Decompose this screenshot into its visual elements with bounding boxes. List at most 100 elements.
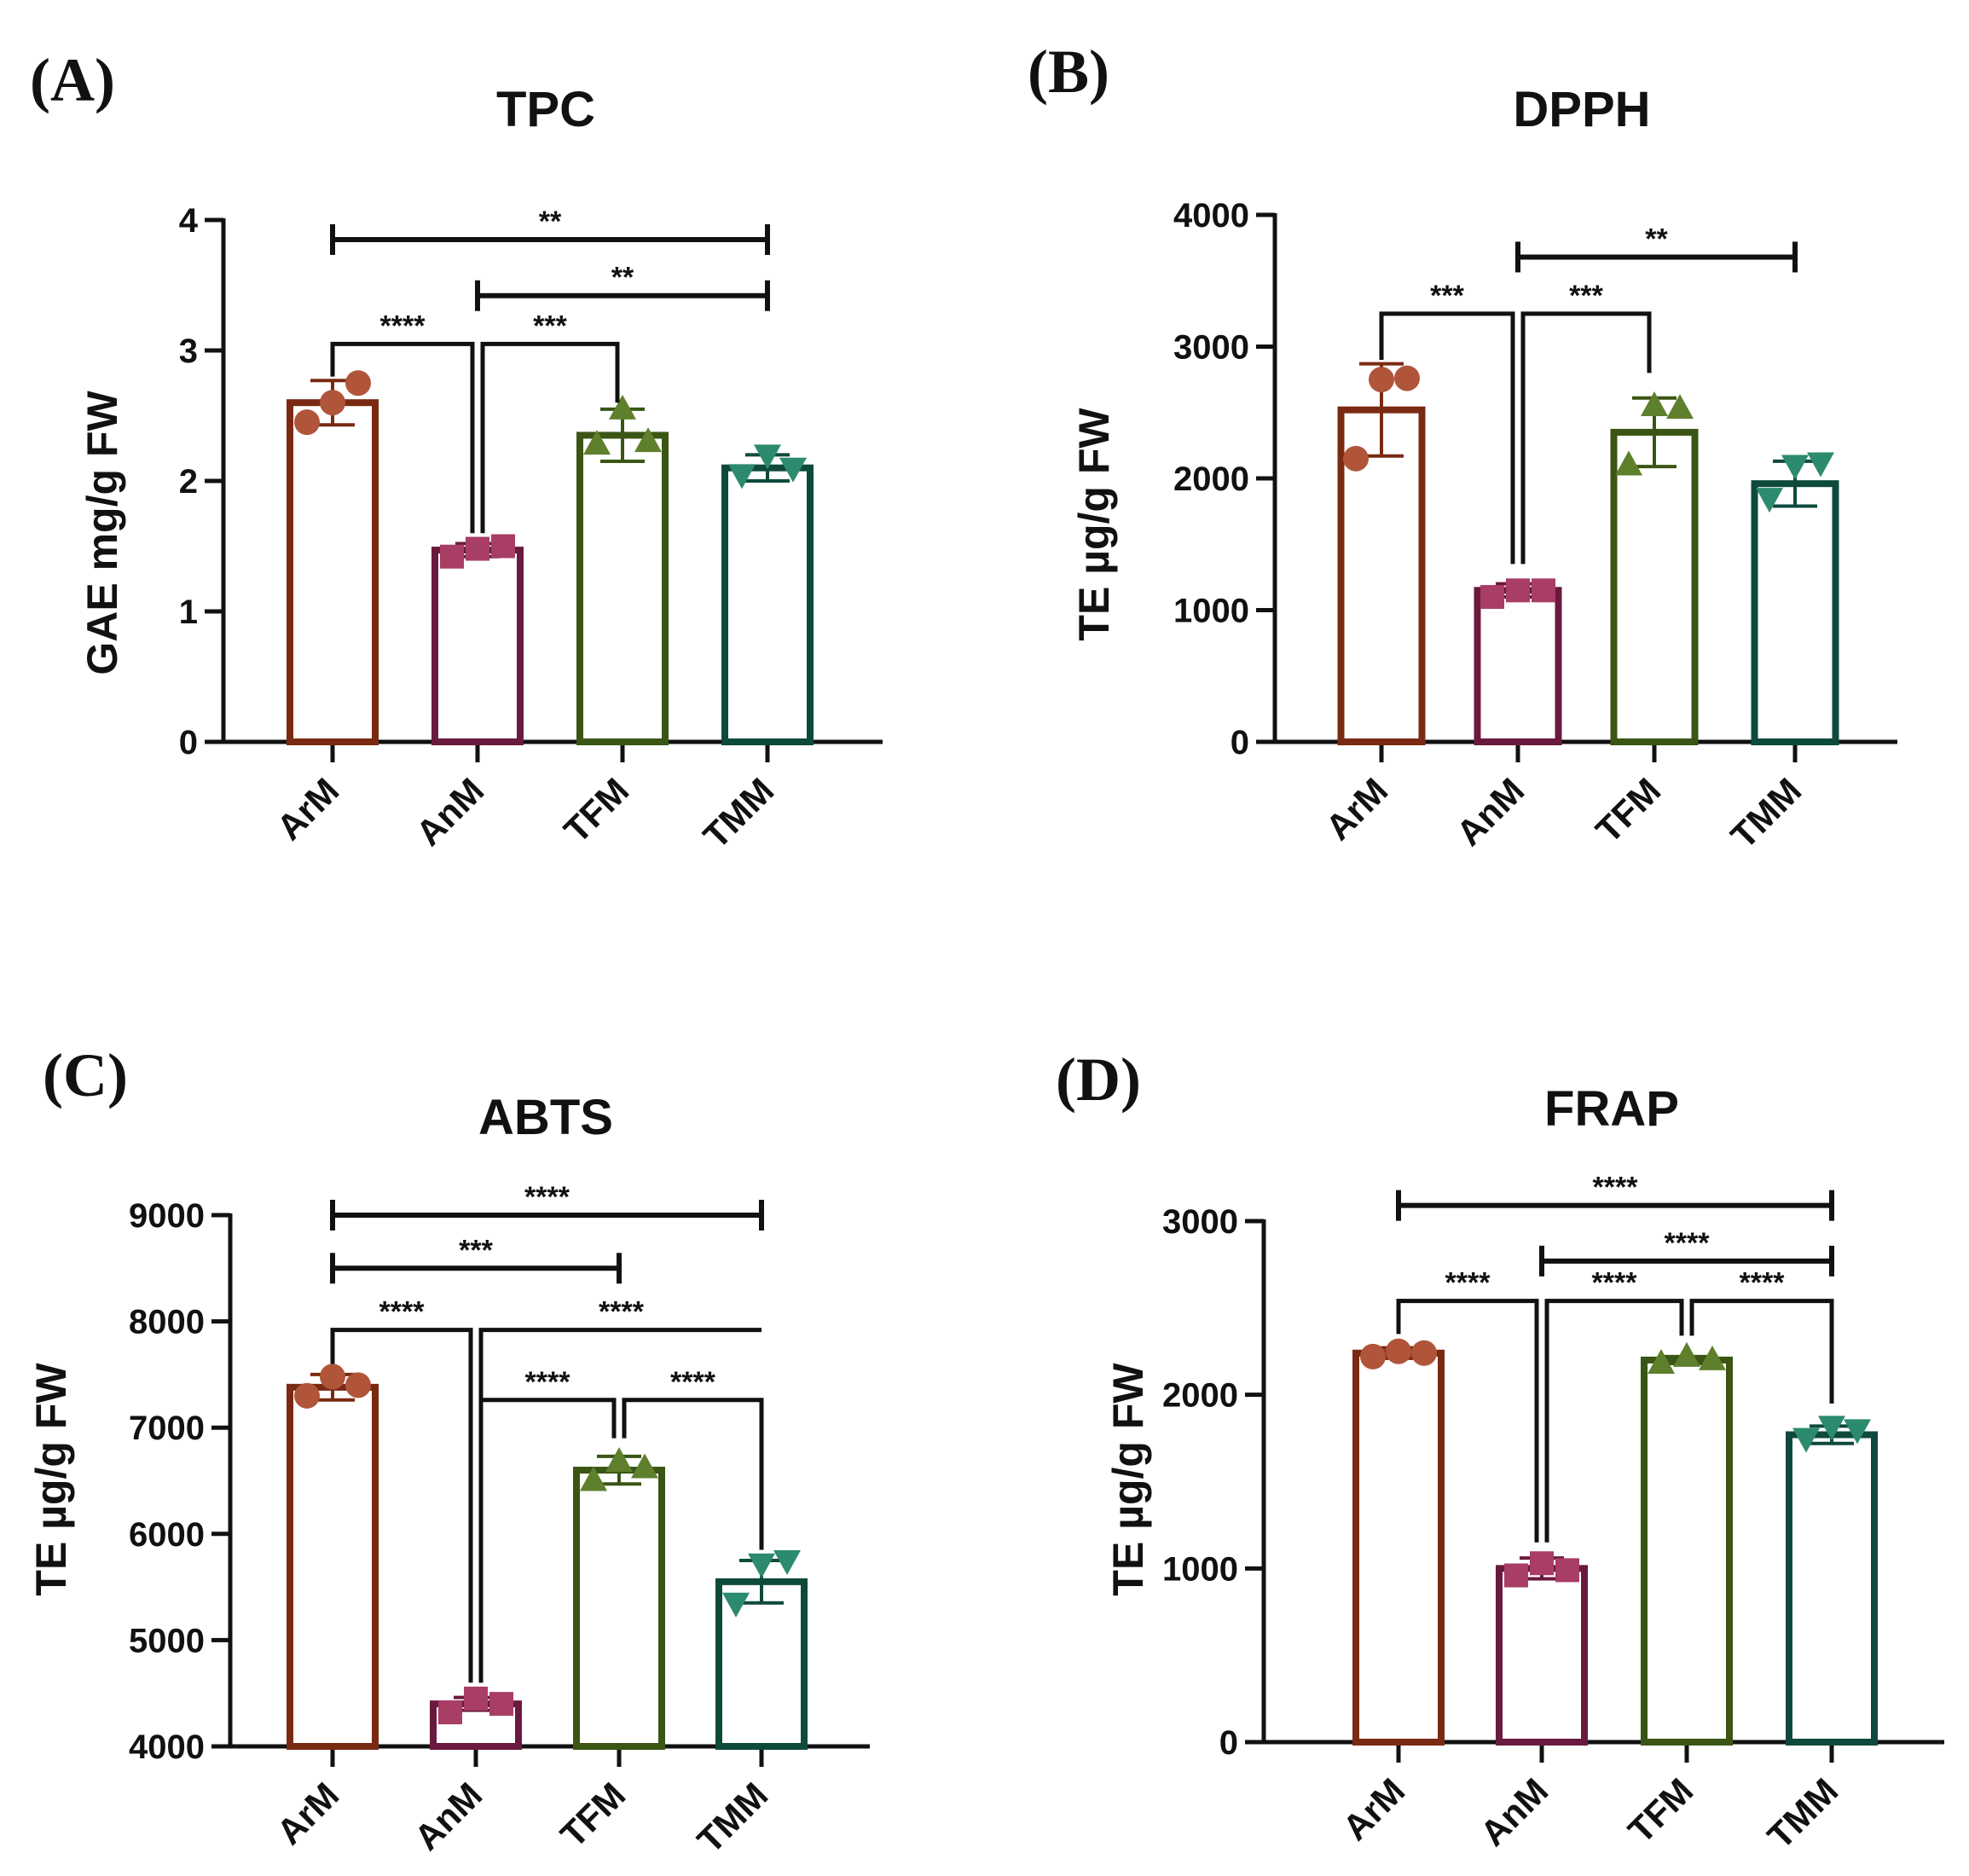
x-tick-label: ArM: [1335, 1770, 1412, 1848]
significance-label: ****: [1740, 1267, 1786, 1300]
data-point: [438, 1700, 462, 1725]
data-point: [779, 457, 807, 483]
x-tick-label: TMM: [690, 1775, 776, 1861]
y-tick-label: 2000: [1162, 1377, 1238, 1415]
y-axis-label: TE µg/g FW: [27, 1363, 75, 1596]
data-point: [489, 1692, 513, 1717]
significance-bracket: [480, 341, 620, 534]
x-tick-label: ArM: [1317, 770, 1395, 848]
bar-arm: [287, 399, 379, 745]
y-tick-label: 5000: [129, 1622, 205, 1659]
data-point: [1673, 1341, 1700, 1367]
data-point: [1555, 1558, 1579, 1583]
significance-bracket: [622, 1398, 764, 1550]
data-point: [1648, 1349, 1675, 1375]
x-tick-label: AnM: [1473, 1770, 1556, 1854]
data-point: [1504, 1563, 1528, 1588]
significance-label: **: [1645, 223, 1668, 255]
data-point: [1530, 1551, 1554, 1576]
y-tick-label: 3000: [1173, 329, 1249, 367]
significance-label: ****: [379, 1296, 426, 1329]
chart-title: TPC: [496, 82, 595, 137]
data-point: [580, 1466, 607, 1491]
x-tick-label: ArM: [269, 770, 346, 848]
y-tick-label: 2000: [1173, 460, 1249, 498]
data-point: [1411, 1340, 1437, 1366]
y-tick-label: 9000: [129, 1197, 205, 1235]
y-tick-label: 4000: [129, 1728, 205, 1766]
significance-label: ***: [1430, 280, 1464, 312]
bar-arm: [287, 1383, 379, 1751]
y-tick-label: 8000: [129, 1304, 205, 1341]
y-tick-label: 2: [179, 463, 198, 501]
significance-bracket: [1520, 311, 1652, 565]
data-point: [609, 394, 636, 420]
panel-label: (A): [30, 46, 115, 114]
data-point: [1386, 1338, 1411, 1364]
y-tick-label: 3: [179, 333, 198, 370]
x-tick-label: TFM: [1620, 1770, 1700, 1850]
y-axis-label: TE µg/g FW: [1104, 1363, 1152, 1596]
significance-label: **: [539, 206, 562, 238]
bar-tmm: [1751, 480, 1839, 745]
x-tick-label: AnM: [1449, 770, 1532, 854]
bar-tmm: [1786, 1431, 1878, 1746]
data-point: [1369, 367, 1394, 393]
y-tick-label: 6000: [129, 1516, 205, 1554]
data-point: [1666, 394, 1694, 420]
bar-tmm: [721, 464, 814, 745]
significance-label: ****: [1445, 1267, 1491, 1300]
bar-tfm: [1610, 428, 1699, 745]
data-point: [1844, 1419, 1871, 1445]
x-tick-label: TMM: [696, 770, 782, 856]
panel-label: (C): [43, 1041, 128, 1109]
data-point: [722, 1592, 750, 1618]
data-point: [1807, 452, 1834, 478]
data-point: [345, 370, 371, 397]
significance-label: ***: [533, 310, 567, 342]
y-tick-label: 1000: [1173, 593, 1249, 630]
data-point: [1699, 1345, 1726, 1370]
significance-label: ****: [599, 1296, 645, 1329]
significance-label: ****: [1592, 1267, 1638, 1300]
data-point: [634, 427, 662, 453]
plot-area: 0 1000 2000 3000 ArM AnM TFM TMM **** **** **** ***…: [1162, 1172, 1944, 1856]
data-point: [320, 390, 345, 416]
data-point: [583, 430, 611, 455]
panel-label: (B): [1028, 38, 1109, 106]
significance-bracket: [330, 341, 475, 534]
panel-c: (C) ABTS TE µg/g FW 4000 5000 6000 7000 8000…: [27, 1041, 870, 1861]
significance-label: ****: [670, 1366, 716, 1398]
panel-d: (D) FRAP TE µg/g FW 0 1000 2000 3000 ArM AnM T…: [1056, 1045, 1944, 1856]
x-tick-label: AnM: [407, 1775, 490, 1858]
y-tick-label: 0: [1231, 724, 1249, 761]
x-tick-label: TFM: [553, 1775, 633, 1855]
chart-title: ABTS: [478, 1090, 613, 1145]
significance-label: ****: [525, 1366, 571, 1398]
data-point: [1756, 488, 1783, 513]
data-point: [1480, 585, 1504, 610]
bar-anm: [1496, 1565, 1588, 1746]
significance-bracket: [1396, 1299, 1539, 1543]
y-axis-label: GAE mg/g FW: [78, 391, 126, 675]
data-point: [1532, 578, 1555, 603]
data-point: [728, 464, 756, 489]
significance-label: ***: [459, 1234, 493, 1266]
bar-anm: [1474, 587, 1562, 746]
y-axis-label: TE µg/g FW: [1070, 408, 1118, 641]
data-point: [1506, 578, 1530, 603]
data-point: [345, 1372, 371, 1398]
data-point: [294, 409, 320, 436]
x-tick-label: ArM: [269, 1775, 346, 1852]
x-tick-label: AnM: [408, 770, 492, 854]
data-point: [605, 1447, 633, 1473]
x-tick-label: TFM: [556, 770, 636, 850]
y-tick-label: 4: [179, 202, 199, 240]
y-tick-label: 0: [1219, 1724, 1238, 1762]
y-tick-label: 3000: [1162, 1203, 1238, 1241]
significance-label: ***: [1569, 280, 1603, 312]
bar-tfm: [576, 431, 669, 745]
